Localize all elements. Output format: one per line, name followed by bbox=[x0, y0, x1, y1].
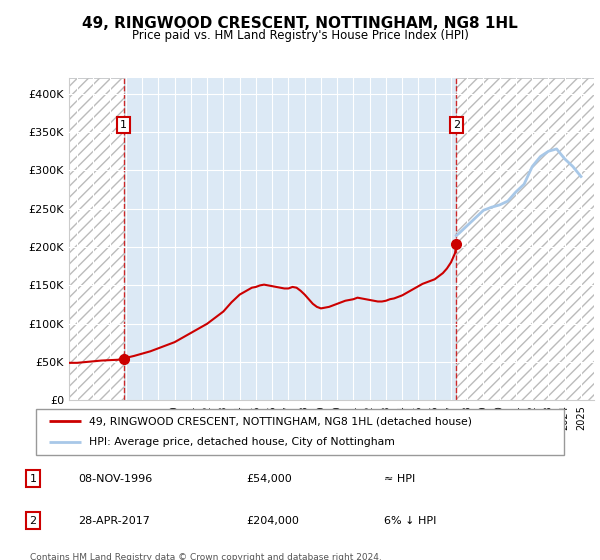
Text: 2: 2 bbox=[453, 120, 460, 130]
Bar bbox=[69, 78, 124, 400]
Text: 1: 1 bbox=[29, 474, 37, 483]
Text: HPI: Average price, detached house, City of Nottingham: HPI: Average price, detached house, City… bbox=[89, 437, 395, 447]
Text: £54,000: £54,000 bbox=[246, 474, 292, 483]
Text: ≈ HPI: ≈ HPI bbox=[384, 474, 415, 483]
Bar bbox=[457, 78, 594, 400]
Text: Contains HM Land Registry data © Crown copyright and database right 2024.
This d: Contains HM Land Registry data © Crown c… bbox=[30, 553, 382, 560]
Text: 49, RINGWOOD CRESCENT, NOTTINGHAM, NG8 1HL: 49, RINGWOOD CRESCENT, NOTTINGHAM, NG8 1… bbox=[82, 16, 518, 31]
Text: 49, RINGWOOD CRESCENT, NOTTINGHAM, NG8 1HL (detached house): 49, RINGWOOD CRESCENT, NOTTINGHAM, NG8 1… bbox=[89, 416, 472, 426]
Text: 28-APR-2017: 28-APR-2017 bbox=[78, 516, 150, 525]
Text: Price paid vs. HM Land Registry's House Price Index (HPI): Price paid vs. HM Land Registry's House … bbox=[131, 29, 469, 42]
Text: 6% ↓ HPI: 6% ↓ HPI bbox=[384, 516, 436, 525]
Text: 08-NOV-1996: 08-NOV-1996 bbox=[78, 474, 152, 483]
Text: 2: 2 bbox=[29, 516, 37, 525]
Text: £204,000: £204,000 bbox=[246, 516, 299, 525]
Text: 1: 1 bbox=[120, 120, 127, 130]
